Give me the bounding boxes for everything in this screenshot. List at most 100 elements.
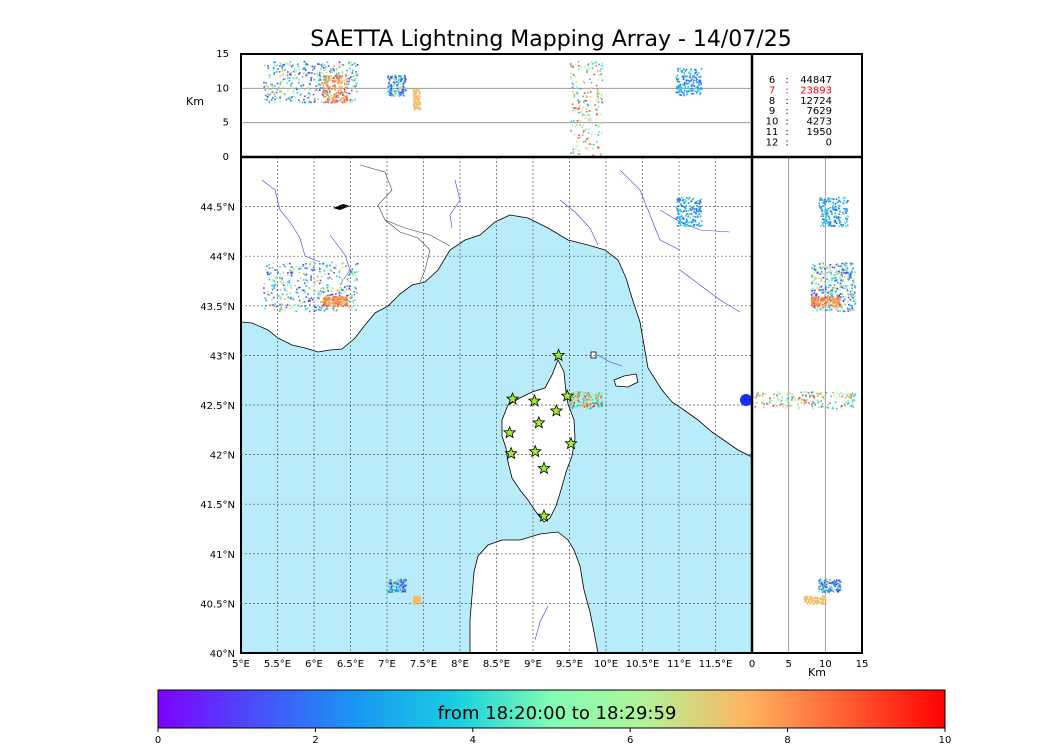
side-point (831, 291, 834, 293)
side-point (827, 404, 829, 406)
altitude-point (395, 78, 398, 81)
side-point (835, 582, 838, 584)
altitude-point (583, 66, 586, 69)
side-point (836, 590, 839, 593)
side-point (811, 296, 813, 299)
map-point (289, 271, 292, 274)
altitude-point (417, 98, 419, 101)
side-point (816, 399, 819, 402)
altitude-panel-bg (241, 54, 752, 157)
map-point (404, 585, 406, 588)
altitude-point (281, 66, 283, 69)
altitude-point (402, 92, 404, 95)
side-point (773, 404, 776, 407)
map-point (679, 222, 681, 225)
map-point (397, 579, 400, 582)
map-point (592, 402, 595, 405)
altitude-point (288, 77, 291, 79)
map-point (305, 278, 307, 281)
map-point (689, 225, 692, 228)
side-point (814, 599, 817, 602)
map-point (348, 306, 350, 309)
map-y-tick-label: 44°N (210, 252, 235, 263)
map-point (326, 266, 329, 268)
altitude-point (413, 88, 415, 90)
side-point (809, 396, 811, 398)
altitude-point (295, 87, 298, 89)
map-y-ticks: 40°N40.5°N41°N41.5°N42°N42.5°N43°N43.5°N… (200, 203, 235, 660)
altitude-point (417, 94, 420, 97)
altitude-point (685, 79, 688, 81)
map-point (357, 270, 359, 273)
altitude-point (308, 99, 311, 102)
altitude-point (590, 119, 592, 121)
map-point (279, 304, 282, 307)
map-point (694, 220, 697, 223)
altitude-point (390, 87, 393, 90)
side-point (841, 293, 844, 296)
histogram-altitude: 11 (766, 127, 779, 138)
map-point (686, 220, 689, 222)
side-x-ticks: 0 5 10 15 (749, 659, 869, 670)
histogram-panel: 6:448477:238938:127249:762910:427311:195… (752, 54, 862, 157)
map-point (585, 399, 587, 402)
map-point (313, 285, 315, 288)
side-point (846, 285, 849, 287)
altitude-point (415, 107, 418, 110)
map-point (686, 223, 689, 225)
altitude-point (687, 79, 690, 82)
altitude-point (331, 68, 333, 71)
altitude-point (296, 91, 299, 94)
map-point (344, 299, 347, 302)
station-star-icon (551, 348, 566, 362)
side-point (837, 216, 840, 218)
side-point (819, 205, 821, 208)
altitude-point (293, 70, 296, 72)
map-point (686, 212, 689, 215)
map-point (596, 396, 599, 399)
altitude-point (279, 80, 282, 83)
map-point (290, 296, 292, 299)
map-point (679, 216, 681, 219)
map-point (296, 292, 299, 294)
side-point (828, 271, 831, 274)
map-point (342, 262, 345, 264)
altitude-point (414, 108, 417, 110)
altitude-point (692, 82, 695, 84)
side-point (847, 402, 850, 404)
map-point (396, 590, 398, 592)
side-point (826, 406, 828, 409)
side-point (830, 395, 832, 398)
altitude-point (388, 83, 390, 85)
side-point (787, 392, 789, 395)
map-point (355, 271, 358, 274)
altitude-point (263, 64, 266, 67)
map-point (345, 304, 348, 307)
altitude-point (356, 90, 358, 93)
side-point (819, 289, 821, 291)
altitude-point (339, 99, 341, 102)
map-point (598, 391, 601, 394)
altitude-point (587, 69, 589, 72)
map-point (414, 603, 417, 605)
altitude-point (338, 86, 341, 89)
side-point (829, 293, 832, 296)
altitude-point (339, 93, 342, 95)
altitude-point (395, 90, 397, 93)
map-point (289, 262, 291, 265)
side-point (831, 213, 833, 215)
map-point (324, 296, 327, 298)
altitude-point (324, 92, 327, 95)
side-point (829, 200, 832, 203)
altitude-point (274, 98, 276, 101)
side-point (827, 212, 829, 215)
map-point (312, 266, 315, 269)
side-point (806, 399, 809, 401)
altitude-point (354, 65, 357, 67)
side-point (839, 210, 841, 212)
altitude-point (270, 84, 273, 87)
side-point (806, 602, 808, 605)
altitude-point (280, 63, 283, 66)
altitude-point (350, 87, 352, 90)
map-point (341, 305, 343, 307)
